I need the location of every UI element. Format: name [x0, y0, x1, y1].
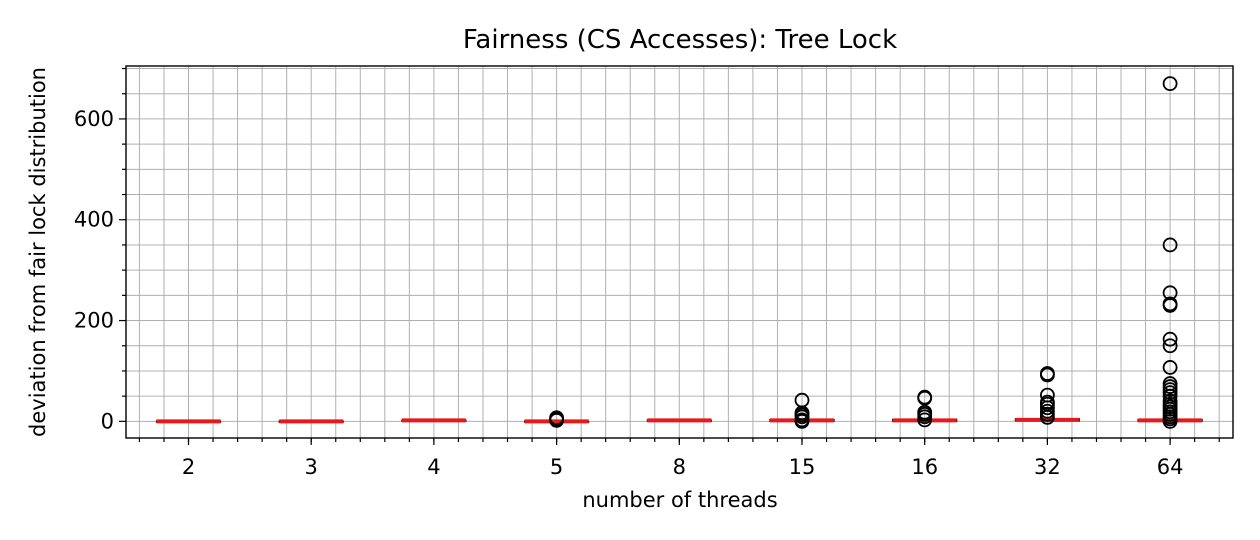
- x-axis-label: number of threads: [582, 488, 777, 512]
- outlier-point: [1162, 393, 1178, 409]
- outlier-point: [549, 410, 564, 426]
- x-tick-label: 15: [789, 455, 816, 479]
- chart-title: Fairness (CS Accesses): Tree Lock: [463, 25, 897, 55]
- y-tick-label: 400: [74, 208, 114, 232]
- box-4: [401, 418, 467, 423]
- outlier-point: [1040, 394, 1055, 410]
- x-tick-label: 64: [1157, 455, 1184, 479]
- y-tick-label: 600: [74, 107, 114, 131]
- outlier-point: [794, 392, 810, 408]
- box-16: [892, 389, 958, 428]
- outlier-point: [1162, 296, 1178, 312]
- outlier-point: [1040, 387, 1055, 403]
- outlier-point: [1162, 376, 1178, 391]
- x-tick-label: 16: [911, 455, 938, 479]
- axis-ticks: 0 200 400 600 2 3 4 5 8 15 16 32 64: [74, 67, 1220, 479]
- outlier-point: [1162, 76, 1178, 92]
- boxes: [155, 76, 1203, 429]
- outlier-point: [1162, 338, 1178, 354]
- box-64: [1137, 76, 1203, 429]
- outlier-point: [1162, 360, 1178, 375]
- outlier-point: [917, 404, 933, 420]
- y-tick-label: 0: [101, 409, 114, 433]
- box-15: [769, 392, 835, 429]
- box-2: [155, 419, 222, 424]
- x-tick-label: 32: [1034, 455, 1061, 479]
- outlier-point: [1040, 366, 1055, 381]
- box-3: [278, 419, 344, 424]
- box-5: [523, 410, 590, 428]
- grid: [126, 66, 1233, 438]
- y-tick-label: 200: [74, 309, 114, 333]
- outlier-point: [1162, 237, 1178, 253]
- plot-frame: [125, 65, 1234, 439]
- x-tick-label: 8: [673, 455, 686, 479]
- outlier-point: [917, 389, 933, 405]
- x-tick-label: 2: [182, 455, 195, 479]
- x-tick-label: 3: [305, 455, 318, 479]
- x-tick-label: 4: [427, 455, 440, 479]
- outlier-point: [1162, 285, 1178, 301]
- box-32: [1014, 366, 1081, 425]
- outlier-point: [1162, 331, 1178, 347]
- y-axis-label: deviation from fair lock distribution: [26, 67, 50, 437]
- box-8: [646, 418, 712, 423]
- x-tick-label: 5: [550, 455, 563, 479]
